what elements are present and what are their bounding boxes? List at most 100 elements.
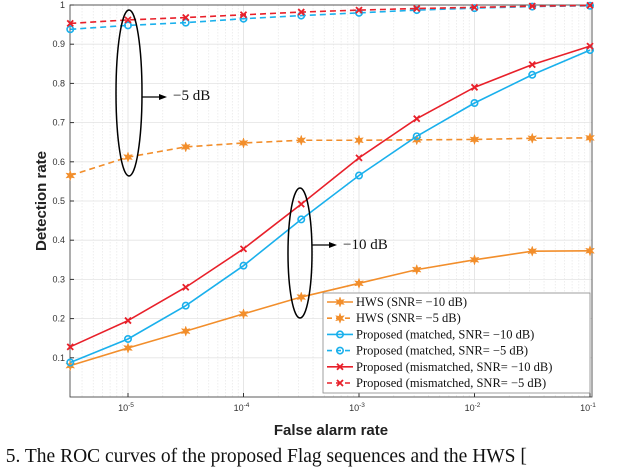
y-axis-label: Detection rate: [33, 151, 50, 251]
data-point: [123, 151, 133, 163]
data-point: [411, 263, 422, 276]
x-tick-exponent: -5: [128, 402, 134, 409]
legend-item: Proposed (mismatched, SNR= −10 dB): [327, 360, 552, 374]
series-line: [70, 4, 591, 25]
data-point: [124, 16, 132, 24]
x-tick-base: 10: [580, 403, 590, 413]
data-point: [124, 316, 132, 325]
data-point: [66, 358, 75, 367]
data-point: [296, 134, 307, 146]
legend-label: Proposed (matched, SNR= −5 dB): [356, 344, 528, 358]
data-point: [182, 13, 190, 22]
y-tick-label: 0.3: [52, 274, 65, 284]
x-tick-label: 10-2: [465, 402, 481, 413]
x-tick-exponent: -1: [590, 402, 596, 409]
data-point: [585, 132, 595, 144]
x-tick-label: 10-3: [349, 402, 365, 413]
data-point: [585, 1, 594, 10]
data-point: [180, 141, 191, 153]
series-line: [69, 49, 591, 364]
y-tick-label: 0.5: [52, 196, 65, 206]
series-5: [66, 42, 594, 351]
x-tick-exponent: -4: [244, 402, 250, 409]
legend: HWS (SNR= −10 dB) HWS (SNR= −5 dB) Propose…: [322, 292, 591, 394]
data-point: [124, 334, 133, 343]
legend-label: HWS (SNR= −5 dB): [356, 311, 461, 325]
data-point: [470, 83, 479, 91]
data-point: [181, 18, 190, 27]
arrowhead-icon: [159, 94, 167, 100]
legend-marker: [336, 379, 344, 387]
annotation-label-10db: −10 dB: [343, 237, 388, 253]
data-point: [412, 6, 421, 15]
legend-item: HWS (SNR= −10 dB): [327, 295, 467, 309]
arrowhead-icon: [329, 242, 337, 248]
y-tick-label: 0.9: [52, 39, 65, 49]
legend-label: Proposed (matched, SNR= −10 dB): [356, 327, 534, 341]
x-tick-label: 10-1: [580, 402, 596, 413]
legend-item: Proposed (matched, SNR= −10 dB): [327, 327, 534, 341]
data-point: [239, 261, 248, 270]
x-tick-base: 10: [118, 403, 128, 413]
x-axis-label: False alarm rate: [274, 422, 388, 439]
legend-label: HWS (SNR= −10 dB): [356, 295, 467, 309]
data-point: [469, 133, 480, 146]
data-point: [586, 1, 594, 10]
legend-box: [322, 292, 591, 394]
y-tick-label: 0.4: [52, 235, 65, 245]
data-point: [65, 169, 76, 182]
x-tick-exponent: -2: [475, 402, 481, 409]
data-point: [355, 154, 363, 162]
x-tick-label: 10-5: [118, 402, 134, 413]
data-point: [469, 254, 480, 266]
data-point: [528, 70, 537, 79]
y-tick-label: 0.1: [52, 353, 65, 363]
legend-label: Proposed (mismatched, SNR= −10 dB): [356, 360, 552, 374]
data-point: [585, 245, 595, 257]
data-point: [527, 245, 538, 257]
x-tick-label: 10-4: [234, 402, 250, 413]
legend-item: Proposed (matched, SNR= −5 dB): [327, 344, 528, 358]
data-point: [124, 21, 133, 30]
figure-caption: . 5. The ROC curves of the proposed Flag…: [0, 446, 527, 467]
data-point: [123, 342, 133, 354]
legend-item: Proposed (mismatched, SNR= −5 dB): [327, 376, 546, 390]
x-tick-base: 10: [349, 403, 359, 413]
x-tick-base: 10: [234, 403, 244, 413]
data-point: [470, 3, 479, 11]
x-tick-base: 10: [465, 403, 475, 413]
data-point: [354, 134, 364, 146]
data-point: [66, 25, 75, 34]
legend-marker: [335, 312, 345, 324]
annotation-ellipse-5db: [115, 9, 143, 177]
legend-marker: [335, 296, 345, 308]
data-point: [239, 11, 248, 19]
data-point: [66, 19, 74, 28]
annotation-ellipse-10db: [287, 187, 313, 319]
series-2: [65, 132, 595, 182]
data-point: [528, 60, 536, 69]
data-point: [182, 283, 190, 291]
data-point: [297, 200, 305, 208]
legend-item: HWS (SNR= −5 dB): [327, 311, 461, 325]
legend-label: Proposed (mismatched, SNR= −5 dB): [356, 376, 546, 390]
data-point: [180, 325, 191, 337]
legend-marker: [336, 363, 344, 371]
x-tick-exponent: -3: [359, 402, 365, 409]
legend-marker: [335, 346, 344, 355]
data-point: [412, 132, 421, 141]
data-point: [297, 215, 306, 224]
data-point: [239, 245, 248, 253]
series-line: [70, 249, 591, 367]
data-point: [413, 4, 421, 13]
series-line: [70, 137, 591, 177]
data-point: [181, 301, 190, 310]
data-point: [355, 6, 363, 14]
data-point: [470, 99, 479, 108]
data-point: [413, 115, 421, 123]
data-point: [66, 343, 74, 351]
data-point: [296, 291, 307, 303]
data-point: [238, 308, 249, 320]
